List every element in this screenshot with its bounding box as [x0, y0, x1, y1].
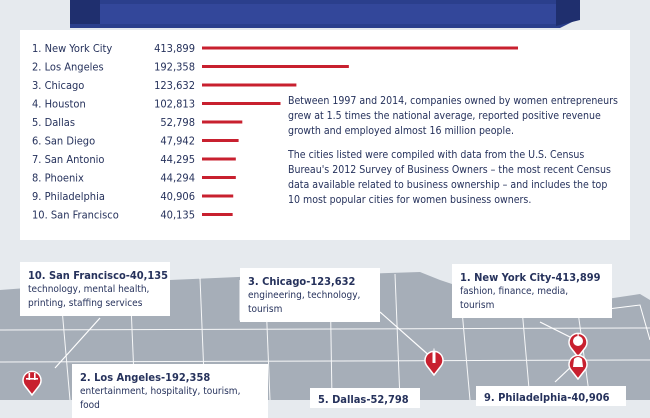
value-label: 47,942	[160, 135, 195, 148]
bar	[202, 194, 234, 198]
bar	[202, 65, 349, 68]
bar	[202, 102, 281, 105]
liberty-bell-icon	[568, 354, 588, 380]
callout-dallas: 5. Dallas-52,798	[310, 388, 420, 408]
callout-new-york-city: 1. New York City-413,899 fashion, financ…	[452, 264, 612, 318]
bar	[202, 213, 233, 216]
callout-los-angeles: 2. Los Angeles-192,358 entertainment, ho…	[72, 364, 268, 418]
category-label: 1. New York City	[32, 42, 112, 55]
value-label: 40,906	[160, 190, 195, 203]
callout-title: 10. San Francisco-40,135	[28, 269, 169, 282]
header-banner	[70, 0, 580, 28]
callout-philadelphia: 9. Philadelphia-40,906	[476, 386, 626, 406]
us-map-section: 10. San Francisco-40,135 technology, men…	[0, 250, 650, 418]
category-label: 9. Philadelphia	[32, 190, 105, 203]
skyline-icon	[424, 348, 444, 376]
value-label: 102,813	[154, 98, 195, 111]
value-label: 40,135	[160, 209, 195, 222]
city-ranking-bar-chart: 1. New York City 413,899 2. Los Angeles 192…	[32, 42, 518, 222]
category-label: 4. Houston	[32, 98, 86, 111]
bridge-icon	[22, 370, 42, 396]
bar	[202, 157, 236, 161]
callout-title: 1. New York City-413,899	[460, 271, 601, 284]
category-label: 10. San Francisco	[32, 209, 119, 222]
callout-san-francisco: 10. San Francisco-40,135 technology, men…	[20, 262, 170, 316]
category-label: 2. Los Angeles	[32, 61, 104, 74]
callout-subtitle: fashion, finance, media, tourism	[460, 286, 569, 311]
apple-icon	[568, 332, 588, 358]
callout-subtitle: entertainment, hospitality, tourism, foo…	[80, 386, 241, 411]
description-paragraph-2: The cities listed were compiled with dat…	[288, 149, 611, 206]
bar	[202, 83, 297, 87]
callout-subtitle: engineering, technology, tourism	[248, 290, 361, 315]
category-label: 6. San Diego	[32, 135, 95, 148]
callout-title: 9. Philadelphia-40,906	[484, 391, 610, 404]
bar	[202, 46, 518, 50]
value-label: 52,798	[160, 116, 195, 129]
category-label: 8. Phoenix	[32, 172, 84, 185]
category-label: 5. Dallas	[32, 116, 75, 129]
bar	[202, 139, 239, 142]
value-label: 192,358	[154, 61, 195, 74]
callout-title: 2. Los Angeles-192,358	[80, 371, 211, 384]
value-label: 44,295	[160, 153, 195, 166]
value-label: 413,899	[154, 42, 195, 55]
callout-title: 3. Chicago-123,632	[248, 275, 356, 288]
category-label: 7. San Antonio	[32, 153, 104, 166]
description-paragraph-1: Between 1997 and 2014, companies owned b…	[288, 95, 618, 137]
callout-subtitle: technology, mental health, printing, sta…	[28, 284, 150, 309]
value-label: 123,632	[154, 79, 195, 92]
callout-chicago: 3. Chicago-123,632 engineering, technolo…	[240, 268, 380, 322]
category-label: 3. Chicago	[32, 79, 84, 92]
value-label: 44,294	[160, 172, 195, 185]
bar	[202, 120, 243, 124]
bar	[202, 176, 236, 179]
description-block: Between 1997 and 2014, companies owned b…	[288, 94, 622, 217]
